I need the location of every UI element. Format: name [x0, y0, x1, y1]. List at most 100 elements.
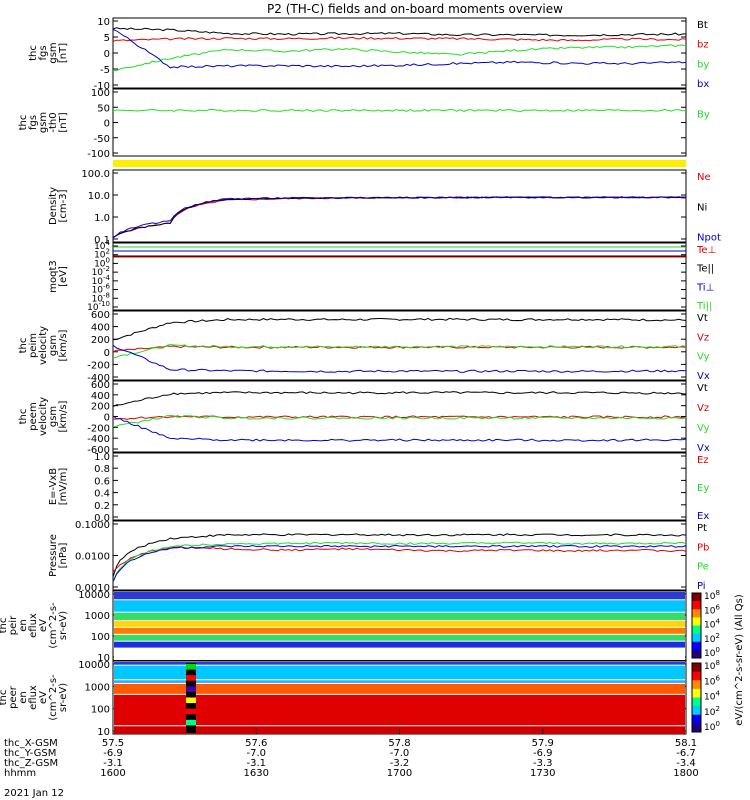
colorbar-cell [692, 723, 701, 733]
y-tick-label: 10000 [78, 660, 110, 671]
x-row-label: thc_Z-GSM [4, 758, 58, 769]
y-tick-label: 50 [97, 103, 110, 114]
panel-ylabel: -th0 [48, 112, 59, 132]
panel-ylabel: sr-eV) [58, 611, 69, 640]
panel-ylabel: thc [18, 409, 29, 425]
y-tick-label: 1000 [85, 682, 110, 693]
legend-Ex: Ex [697, 511, 709, 522]
panel-frame [112, 88, 687, 157]
x-row-value: -3.2 [390, 758, 410, 769]
series-line-Vy [112, 414, 687, 428]
x-row-value: 57.8 [388, 738, 410, 749]
panel-ylabel: gsm [48, 406, 59, 427]
panel-ylabel: Density [48, 187, 59, 225]
series-line-bx [112, 28, 687, 69]
panel-ylabel: moqt3 [48, 260, 59, 293]
panel-ylabel: gsm [48, 42, 59, 63]
heatmap-band [114, 648, 685, 660]
x-row-value: 58.1 [675, 738, 697, 749]
panel-peer: thc peer en eflux eV (cm^2-s-sr-eV) 10000 1000 1… [0, 659, 720, 738]
y-tick-label: 10-8 [92, 291, 110, 304]
colorbar-tick-label: 108 [704, 589, 720, 602]
legend-bz: bz [697, 40, 709, 51]
colorbar-cell [692, 609, 701, 618]
x-row-value: -7.0 [246, 748, 266, 759]
colorbar-tick-label: 104 [704, 618, 720, 631]
y-tick-label: 0 [104, 49, 110, 60]
legend-Vy: Vy [697, 423, 710, 434]
y-tick-label: 200 [91, 402, 110, 413]
y-tick-label: 600 [91, 380, 110, 391]
panel-ylabel: (cm^2-s- [48, 602, 59, 649]
series-line-Vx [112, 344, 687, 373]
legend-Ni: Ni [697, 202, 707, 213]
y-tick-label: -200 [87, 360, 110, 371]
y-tick-label: 1000 [85, 611, 110, 622]
y-tick-label: 1.0 [94, 452, 110, 463]
panel-ylabel: thc [28, 45, 39, 61]
x-row-value: 1700 [387, 768, 412, 779]
colorbar-frame [691, 662, 702, 733]
panel-ylabel: velocity [38, 397, 49, 436]
legend-Pb: Pb [697, 542, 709, 553]
heatmap-gap-cell [186, 697, 196, 704]
panel-frame [112, 242, 687, 311]
legend-bx: bx [697, 79, 709, 90]
panel-ylabel: peem [28, 402, 39, 430]
panel-frame [112, 520, 687, 591]
series-line-Pt [112, 533, 687, 578]
legend-Te||: Te|| [696, 264, 714, 275]
panel-fgs: thc fgs gsm [nT] 10 5 0 -5 -10 Bt bz by bx [28, 17, 709, 92]
legend-Ey: Ey [697, 483, 709, 494]
panel-ylabel: [km/s] [58, 400, 69, 432]
colorbar-tick-label: 100 [704, 720, 720, 733]
series-line-Vt [112, 317, 687, 341]
y-tick-label: -100 [87, 149, 110, 160]
y-tick-label: 100.0 [81, 169, 110, 180]
colorbar-cell [692, 649, 701, 659]
x-row-value: 57.5 [102, 738, 124, 749]
panel-ylabel: [km/s] [58, 329, 69, 361]
legend-By: By [697, 109, 710, 120]
heatmap-gap-cell [186, 708, 196, 715]
panel-density: Density [cm-3] 100.0 10.0 1.0 0.1 Ne Ni Npot [48, 169, 721, 246]
y-tick-label: 100 [91, 705, 110, 716]
yellow-status-bar [113, 160, 686, 167]
panel-ylabel: gsm [38, 112, 49, 133]
panel-ylabel: thc [18, 115, 29, 131]
y-tick-label: 10-4 [92, 274, 111, 287]
x-row-value: -3.1 [246, 758, 266, 769]
y-tick-label: -10 [94, 81, 110, 92]
x-row-value: 57.9 [532, 738, 554, 749]
y-tick-label: 0 [104, 119, 110, 130]
series-line-Vt [112, 391, 687, 408]
y-tick-label: 5 [104, 33, 110, 44]
panel-ylabel: sr-eV) [58, 683, 69, 712]
y-tick-label: 0.6 [94, 476, 110, 487]
panel-frame [112, 17, 687, 89]
panel-fgs_th: thc fgs gsm -th0 [nT] 100 50 0 -50 -100 By [18, 88, 710, 160]
y-tick-label: 10000 [78, 590, 110, 601]
legend-Ti||: Ti|| [696, 301, 712, 312]
colorbar-frame [691, 592, 702, 659]
y-tick-label: 10-10 [87, 300, 110, 313]
legend-Pt: Pt [697, 523, 707, 534]
heatmap-gap-cell [186, 719, 196, 726]
legend-Vx: Vx [697, 371, 710, 382]
heatmap-band [114, 612, 685, 620]
colorbar-tick-label: 102 [704, 705, 720, 718]
heatmap-band [114, 627, 685, 634]
panel-ylabel: thc [0, 618, 9, 634]
heatmap-band [114, 592, 685, 600]
heatmap-gap-cell [186, 686, 196, 692]
series-line-By [112, 108, 686, 112]
legend-Vy: Vy [697, 352, 710, 363]
y-tick-label: 100 [91, 88, 110, 99]
panel-ylabel: thc [0, 690, 9, 706]
panel-ylabel: Pressure [48, 534, 59, 577]
y-tick-label: 100 [94, 256, 110, 269]
colorbar-cell [692, 714, 701, 724]
panel-frame [112, 169, 687, 243]
